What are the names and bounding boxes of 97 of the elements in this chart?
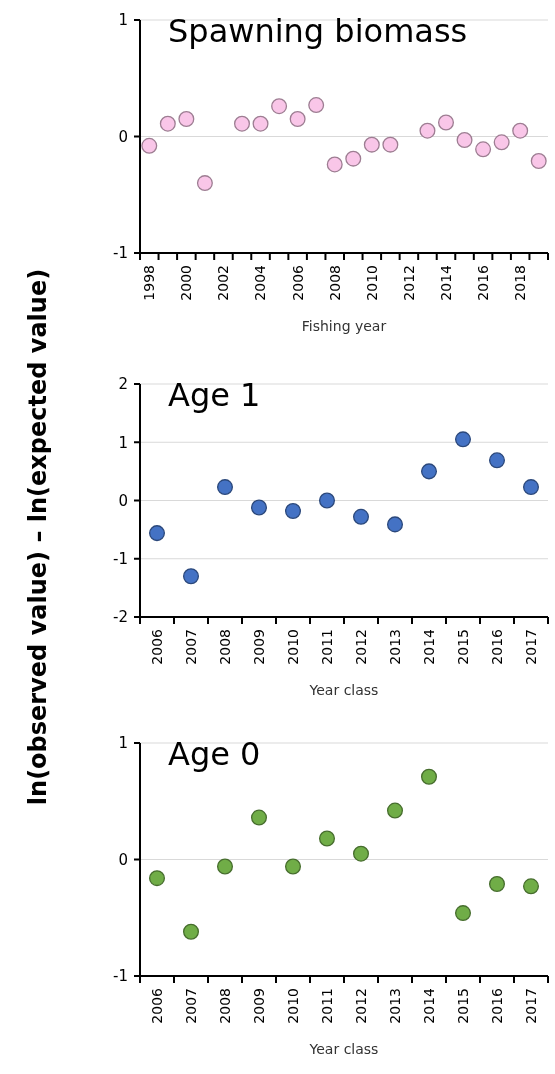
y-tick-label: -1 — [113, 244, 128, 263]
x-tick-label: 2017 — [522, 988, 539, 1024]
x-tick-label: 2011 — [318, 629, 335, 665]
y-axis-title: ln(observed value) – ln(expected value) — [24, 268, 52, 806]
y-tick-label: -2 — [113, 608, 128, 627]
y-tick-label: 1 — [118, 11, 128, 30]
y-tick-label: 0 — [118, 850, 128, 869]
point — [419, 122, 436, 139]
x-tick-label: 2008 — [216, 629, 233, 665]
point — [284, 502, 302, 519]
x-axis-title: Year class — [308, 1041, 379, 1057]
x-tick-label: 2010 — [284, 629, 301, 665]
point — [308, 97, 325, 114]
point — [271, 98, 288, 115]
chart-title: Age 0 — [168, 735, 261, 773]
x-tick-label: 2012 — [352, 629, 369, 665]
y-tick-label: 1 — [118, 433, 128, 452]
point — [284, 858, 302, 875]
point — [216, 479, 234, 496]
point — [318, 830, 336, 847]
chart-title: Age 1 — [168, 376, 261, 414]
x-tick-label: 2010 — [284, 988, 301, 1024]
x-tick-label: 2011 — [318, 988, 335, 1024]
x-tick-label: 2014 — [437, 264, 454, 301]
point — [456, 132, 473, 148]
point — [250, 809, 268, 826]
point — [386, 516, 404, 533]
x-tick-label: 2007 — [182, 629, 199, 665]
point — [522, 479, 540, 496]
x-tick-label: 2016 — [474, 264, 491, 301]
point — [352, 845, 370, 862]
point — [196, 175, 213, 192]
point — [148, 525, 166, 542]
y-tick-label: 0 — [118, 127, 128, 146]
y-tick-label: 0 — [118, 491, 128, 510]
point — [454, 905, 472, 922]
x-tick-label: 2000 — [178, 265, 195, 301]
x-tick-label: 2006 — [148, 628, 165, 665]
x-axis-title: Fishing year — [301, 318, 387, 334]
x-tick-label: 2016 — [488, 987, 505, 1024]
x-tick-label: 2009 — [250, 988, 267, 1024]
point — [216, 858, 234, 875]
x-tick-label: 2004 — [252, 264, 269, 301]
x-tick-label: 1998 — [141, 265, 158, 301]
x-tick-label: 2007 — [182, 988, 199, 1024]
x-tick-label: 2015 — [454, 988, 471, 1024]
x-tick-label: 2013 — [386, 988, 403, 1024]
point — [326, 156, 343, 173]
y-tick-label: 1 — [118, 734, 128, 753]
point — [233, 115, 251, 132]
point — [382, 136, 399, 153]
x-tick-label: 2006 — [148, 987, 165, 1024]
point — [289, 111, 306, 128]
point — [512, 122, 529, 139]
x-tick-label: 2017 — [522, 629, 539, 665]
point — [345, 150, 362, 167]
y-tick-label: -1 — [113, 550, 128, 568]
x-tick-label: 2008 — [216, 988, 233, 1024]
point — [454, 431, 472, 448]
point — [148, 870, 166, 887]
y-tick-label: -1 — [113, 967, 128, 986]
point — [437, 114, 455, 131]
x-tick-label: 2015 — [454, 629, 471, 665]
x-tick-label: 2006 — [289, 264, 306, 301]
chart-title: Spawning biomass — [168, 12, 468, 50]
x-tick-label: 2012 — [400, 265, 417, 301]
x-tick-label: 2013 — [386, 629, 403, 665]
x-tick-label: 2009 — [250, 629, 267, 665]
point — [250, 499, 268, 516]
x-tick-label: 2008 — [326, 265, 343, 301]
x-tick-label: 2016 — [488, 628, 505, 665]
point — [363, 136, 380, 153]
point — [475, 141, 492, 158]
point — [493, 134, 510, 151]
x-tick-label: 2012 — [352, 988, 369, 1024]
x-tick-label: 2010 — [363, 265, 380, 301]
point — [488, 875, 506, 892]
point — [318, 492, 336, 509]
point — [386, 802, 404, 819]
point — [352, 508, 370, 525]
y-tick-label: 2 — [118, 375, 128, 394]
point — [252, 115, 269, 132]
point — [488, 452, 506, 469]
x-tick-label: 2014 — [420, 987, 437, 1024]
point — [182, 568, 200, 585]
x-tick-label: 2002 — [215, 265, 232, 301]
point — [159, 115, 176, 132]
x-tick-label: 2018 — [512, 265, 529, 301]
point — [522, 878, 540, 895]
point — [530, 152, 547, 169]
x-tick-label: 2014 — [420, 628, 437, 665]
point — [420, 768, 438, 785]
point — [420, 463, 438, 480]
point — [178, 111, 195, 128]
point — [141, 137, 158, 154]
x-axis-title: Year class — [308, 682, 379, 698]
point — [182, 923, 200, 940]
